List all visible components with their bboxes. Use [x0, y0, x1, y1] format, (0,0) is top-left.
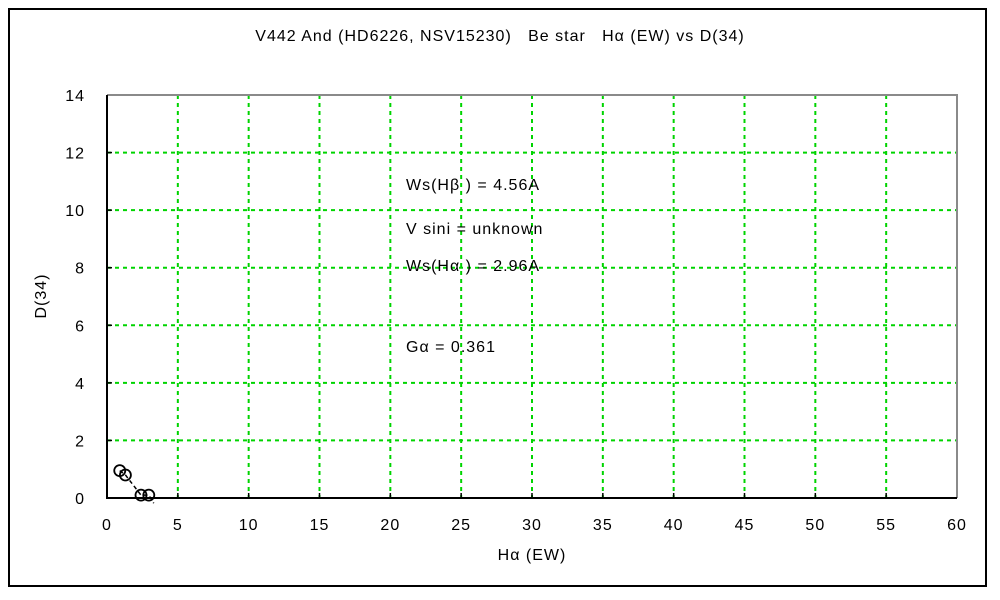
x-tick-label-45: 45	[735, 517, 755, 534]
x-tick-label-40: 40	[664, 517, 684, 534]
x-axis-label: Hα (EW)	[497, 547, 567, 564]
x-tick-label-30: 30	[522, 517, 542, 534]
y-tick-label-8: 8	[75, 261, 85, 278]
x-tick-label-10: 10	[239, 517, 259, 534]
data-point-1	[119, 468, 132, 482]
x-tick-label-35: 35	[593, 517, 613, 534]
y-tick-label-0: 0	[75, 491, 85, 508]
annotation-ws-hbeta: Ws(Hβ ) = 4.56A	[406, 177, 541, 194]
annotation-g-alpha: Gα = 0.361	[406, 339, 496, 356]
x-tick-label-60: 60	[947, 517, 967, 534]
annotation-v-sini: V sini = unknown	[406, 221, 544, 238]
x-tick-label-5: 5	[173, 517, 183, 534]
data-point-2	[134, 488, 148, 502]
data-point-3	[142, 488, 156, 502]
x-tick-label-15: 15	[310, 517, 330, 534]
y-tick-label-2: 2	[75, 433, 85, 450]
y-tick-label-12: 12	[65, 146, 85, 163]
x-tick-label-20: 20	[380, 517, 400, 534]
y-tick-label-6: 6	[75, 318, 85, 335]
x-tick-label-50: 50	[805, 517, 825, 534]
chart-outer-border	[8, 8, 987, 587]
plot-box-top-right	[107, 94, 958, 498]
y-axis-label: D(34)	[33, 273, 50, 319]
annotation-ws-halpha: Ws(Hα ) = 2.96A	[406, 258, 541, 275]
chart-title: V442 And (HD6226, NSV15230) Be star Hα (…	[255, 28, 745, 45]
x-tick-label-55: 55	[876, 517, 896, 534]
trend-line	[119, 470, 155, 504]
y-tick-label-10: 10	[65, 203, 85, 220]
x-tick-label-0: 0	[102, 517, 112, 534]
x-tick-label-25: 25	[451, 517, 471, 534]
y-tick-label-4: 4	[75, 376, 85, 393]
y-tick-label-14: 14	[65, 88, 85, 105]
annotation-block: Ws(Hβ ) = 4.56A Ws(Hα ) = 2.96A Gα = 0.3…	[406, 118, 540, 388]
